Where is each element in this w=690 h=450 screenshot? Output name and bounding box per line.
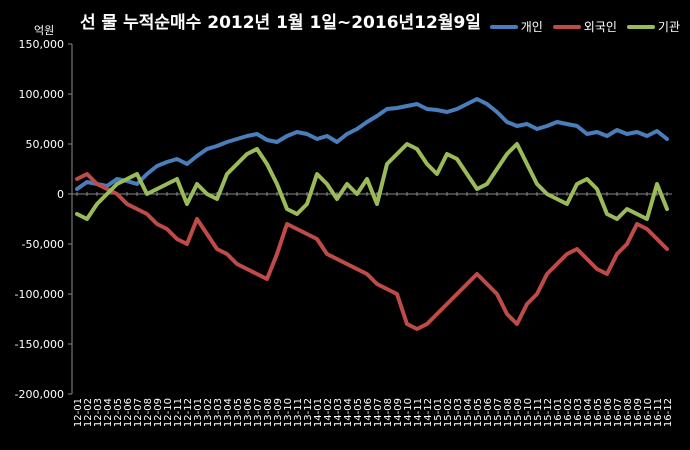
x-tick-label: 12-12 [183, 398, 194, 427]
x-tick-label: 16-07 [613, 398, 624, 427]
x-tick-label: 13-07 [253, 398, 264, 427]
x-tick-label: 12-09 [153, 398, 164, 427]
x-tick-label: 16-02 [563, 398, 574, 427]
x-tick-label: 16-05 [593, 398, 604, 427]
x-tick-label: 15-07 [493, 398, 504, 427]
x-tick-label: 15-06 [483, 398, 494, 427]
x-tick-label: 12-07 [133, 398, 144, 427]
x-tick-label: 13-02 [203, 398, 214, 427]
chart-title: 선 물 누적순매수 2012년 1월 1일~2016년12월9일 [80, 13, 481, 33]
x-tick-label: 12-04 [103, 398, 114, 427]
x-tick-label: 12-03 [93, 398, 104, 427]
legend-item-foreign: 외국인 [552, 18, 617, 35]
x-tick-label: 12-02 [83, 398, 94, 427]
x-tick-label: 16-10 [643, 398, 654, 427]
x-tick-label: 14-09 [393, 398, 404, 427]
x-tick-label: 13-05 [233, 398, 244, 427]
legend-label-foreign: 외국인 [583, 20, 617, 34]
legend-label-individual: 개인 [520, 20, 543, 34]
series-line-0 [75, 97, 669, 191]
y-axis-unit: 억원 [34, 24, 55, 37]
x-tick-label: 13-12 [303, 398, 314, 427]
y-tick-label: 100,000 [19, 88, 65, 101]
x-tick-label: 14-08 [383, 398, 394, 427]
x-tick-label: 15-08 [503, 398, 514, 427]
legend-swatch-foreign [552, 24, 581, 29]
x-tick-label: 12-01 [73, 398, 84, 427]
series-line-1 [75, 172, 669, 331]
x-tick-label: 16-06 [603, 398, 614, 427]
x-tick-label: 15-12 [543, 398, 554, 427]
x-tick-label: 14-05 [353, 398, 364, 427]
y-tick-label: -150,000 [15, 338, 64, 351]
x-tick-label: 13-10 [283, 398, 294, 427]
legend-item-individual: 개인 [489, 18, 543, 35]
x-tick-label: 13-08 [263, 398, 274, 427]
legend-item-institution: 기관 [626, 18, 680, 35]
x-tick-label: 12-11 [173, 398, 184, 427]
x-tick-label: 15-03 [453, 398, 464, 427]
x-tick-label: 13-04 [223, 398, 234, 427]
x-tick-label: 16-12 [663, 398, 674, 427]
x-tick-label: 14-01 [313, 398, 324, 427]
legend-label-institution: 기관 [657, 20, 680, 34]
x-tick-label: 15-09 [513, 398, 524, 427]
x-tick-label: 15-11 [533, 398, 544, 427]
x-tick-label: 12-06 [123, 398, 134, 427]
legend-swatch-institution [626, 24, 655, 29]
y-tick-label: -200,000 [15, 388, 64, 401]
x-tick-label: 15-02 [443, 398, 454, 427]
x-tick-label: 16-08 [623, 398, 634, 427]
x-tick-label: 16-11 [653, 398, 664, 427]
y-tick-label: 0 [57, 188, 64, 201]
y-tick-label: 50,000 [26, 138, 65, 151]
x-tick-label: 14-10 [403, 398, 414, 427]
y-tick-label: -50,000 [22, 238, 64, 251]
x-tick-label: 14-12 [423, 398, 434, 427]
x-tick-label: 15-05 [473, 398, 484, 427]
x-tick-label: 13-01 [193, 398, 204, 427]
x-tick-label: 12-08 [143, 398, 154, 427]
x-tick-label: 15-01 [433, 398, 444, 427]
x-tick-label: 14-11 [413, 398, 424, 427]
x-tick-label: 13-06 [243, 398, 254, 427]
x-tick-label: 14-07 [373, 398, 384, 427]
legend-swatch-individual [489, 24, 518, 29]
x-tick-label: 16-04 [583, 398, 594, 427]
x-tick-label: 15-10 [523, 398, 534, 427]
x-tick-label: 15-04 [463, 398, 474, 427]
x-tick-label: 12-05 [113, 398, 124, 427]
y-tick-label: 150,000 [19, 38, 65, 51]
series-line-2 [75, 142, 669, 221]
x-tick-label: 13-11 [293, 398, 304, 427]
x-tick-label: 13-03 [213, 398, 224, 427]
x-tick-label: 14-02 [323, 398, 334, 427]
x-tick-label: 12-10 [163, 398, 174, 427]
x-tick-label: 16-09 [633, 398, 644, 427]
x-tick-label: 13-09 [273, 398, 284, 427]
x-tick-label: 14-03 [333, 398, 344, 427]
x-tick-label: 16-03 [573, 398, 584, 427]
x-tick-label: 14-04 [343, 398, 354, 427]
x-tick-label: 14-06 [363, 398, 374, 427]
legend: 개인 외국인 기관 [489, 18, 680, 35]
x-tick-label: 16-01 [553, 398, 564, 427]
y-tick-label: -100,000 [15, 288, 64, 301]
